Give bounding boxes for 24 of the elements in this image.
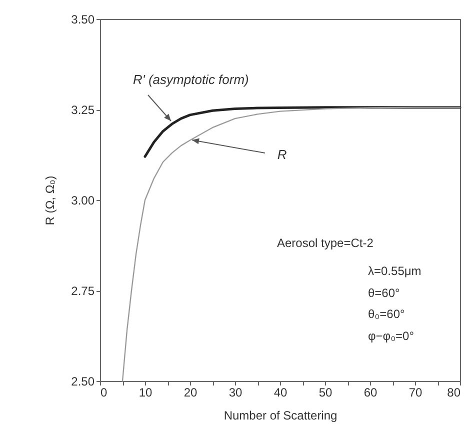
line-series bbox=[122, 106, 461, 382]
x-tick-label: 80 bbox=[447, 386, 461, 400]
x-axis-title: Number of Scattering bbox=[224, 408, 338, 422]
annotation: θ=60° bbox=[368, 286, 400, 300]
x-tick-label: 0 bbox=[100, 386, 108, 400]
x-tick-label: 40 bbox=[274, 386, 288, 400]
x-tick-label: 20 bbox=[184, 386, 198, 400]
y-axis-title: R (Ω, Ω₀) bbox=[43, 176, 58, 226]
y-tick-label: 3.25 bbox=[71, 103, 95, 117]
annotation: λ=0.55μm bbox=[368, 264, 422, 278]
x-tick-label: 70 bbox=[408, 386, 422, 400]
x-tick-label: 50 bbox=[318, 386, 332, 400]
y-tick-label: 2.75 bbox=[71, 284, 95, 298]
annotation: θ₀=60° bbox=[368, 307, 406, 321]
x-tick-label: 60 bbox=[364, 386, 378, 400]
y-tick-label: 3.00 bbox=[71, 194, 95, 208]
y-tick-label: 2.50 bbox=[71, 374, 95, 388]
annotation: φ−φ₀=0° bbox=[368, 329, 414, 343]
text: R bbox=[277, 147, 287, 162]
series-label: R' (asymptotic form) bbox=[133, 72, 249, 87]
x-tick-label: 30 bbox=[228, 386, 242, 400]
y-tick-label: 3.50 bbox=[71, 12, 95, 26]
x-tick-label: 10 bbox=[138, 386, 152, 400]
annotation: Aerosol type=Ct-2 bbox=[277, 236, 374, 250]
